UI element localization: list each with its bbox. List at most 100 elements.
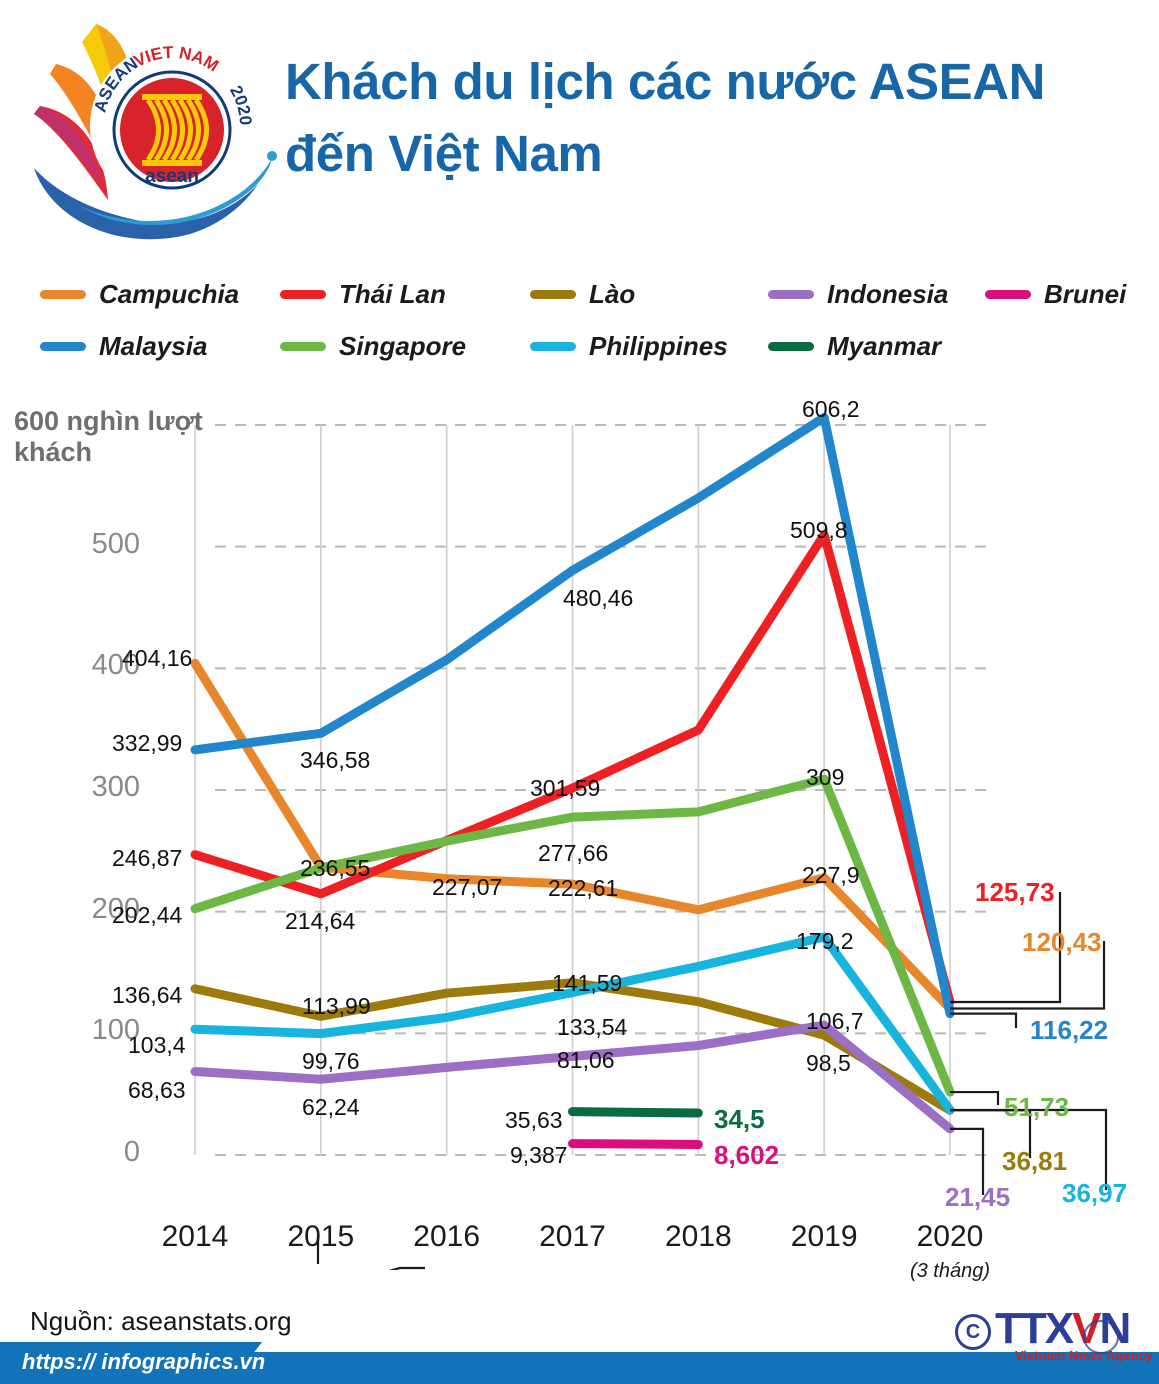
data-point-label-highlighted: 21,45 [945,1182,1011,1212]
data-point-label: 136,64 [112,982,183,1008]
data-point-label-highlighted: 8,602 [714,1140,780,1170]
legend-swatch-icon [40,289,86,299]
legend-item-philippines[interactable]: Philippines [530,324,728,368]
series-line-thái-lan[interactable] [190,530,955,1007]
series-line-philippines[interactable] [190,932,955,1115]
legend-label: Malaysia [99,330,208,361]
legend-swatch-icon [280,289,326,299]
data-point-label: 9,387 [510,1142,568,1168]
data-point-label-highlighted: 51,73 [1004,1092,1070,1122]
data-point-label: 309 [806,764,845,790]
data-point-label-highlighted: 125,73 [975,877,1055,907]
data-point-label: 236,55 [300,855,371,881]
callout-leader-line [950,1108,1108,1190]
data-point-label: 332,99 [112,730,183,756]
data-point-label: 179,2 [796,928,854,954]
series-line-brunei[interactable] [568,1139,703,1150]
data-point-label: 606,2 [802,396,860,422]
legend-item-singapore[interactable]: Singapore [280,324,466,368]
legend-item-myanmar[interactable]: Myanmar [768,324,941,368]
globe-icon [1083,1320,1119,1354]
legend-item-malaysia[interactable]: Malaysia [40,324,207,368]
data-point-label: 227,07 [432,874,503,900]
x-axis-label-2014: 2014 [161,1220,229,1253]
data-point-label: 202,44 [112,902,183,928]
legend-row: Malaysia Singapore Philippines Myanmar [30,324,1140,368]
legend-label: Indonesia [827,278,949,309]
legend-item-indonesia[interactable]: Indonesia [768,272,948,316]
data-point-label-highlighted: 36,81 [1002,1146,1068,1176]
callout-leader-line [950,941,1106,1010]
legend-row: Campuchia Thái Lan Lào Indonesia Brunei [30,272,1140,316]
legend-swatch-icon [768,289,814,299]
page-title: Khách du lịch các nước ASEAN đến Việt Na… [285,46,1135,191]
data-point-label: 98,5 [806,1050,851,1076]
site-url[interactable]: https:// infographics.vn [22,1349,266,1374]
y-axis-unit-label: 600 nghìn lượt khách [14,406,203,467]
data-point-label-highlighted: 36,97 [1062,1178,1128,1208]
data-point-label-highlighted: 120,43 [1022,927,1102,957]
data-point-label: 227,9 [802,862,860,888]
series-line-malaysia[interactable] [190,412,955,1019]
x-axis-label-2018: 2018 [664,1220,732,1253]
copyright-icon: C [955,1314,991,1350]
legend-label: Singapore [339,330,467,361]
legend-swatch-icon [768,341,814,351]
legend-item-lào[interactable]: Lào [530,272,635,316]
callout-leader-line [950,1127,985,1195]
data-point-label: 106,7 [806,1008,864,1034]
y-axis-tick-label: 300 [91,771,140,803]
x-axis-label-2017: 2017 [539,1220,606,1253]
legend-label: Philippines [589,330,728,361]
data-point-label: 62,24 [302,1094,360,1120]
legend-swatch-icon [530,289,576,299]
data-point-label: 133,54 [557,1014,628,1040]
source-note: Nguồn: aseanstats.org [30,1306,292,1336]
y-axis-tick-label: 400 [91,649,140,682]
line-chart [0,390,1159,1270]
y-axis-tick-label: 200 [91,892,140,925]
x-axis-sublabel-2020: (3 tháng) [909,1260,991,1282]
data-point-label: 509,8 [790,517,848,543]
data-point-label: 301,59 [530,775,601,801]
legend-label: Lào [589,278,636,309]
data-point-label: 346,58 [300,747,371,773]
legend-item-campuchia[interactable]: Campuchia [40,272,239,316]
legend-swatch-icon [530,341,576,351]
legend-label: Brunei [1044,278,1127,309]
x-axis-label-2020: 2020 [916,1220,984,1253]
series-line-lào[interactable] [190,978,955,1115]
data-point-label: 404,16 [122,645,193,671]
series-line-myanmar[interactable] [568,1107,703,1118]
data-point-label-highlighted: 34,5 [714,1104,765,1134]
y-axis-tick-label: 500 [91,527,140,560]
x-axis-label-2016: 2016 [413,1220,481,1253]
legend-label: Campuchia [99,278,240,309]
legend-swatch-icon [40,341,86,351]
agency-subtitle: Vietnam News Agency [1015,1348,1153,1363]
data-point-label: 113,99 [302,993,371,1019]
x-axis-label-2019: 2019 [790,1220,858,1253]
legend-item-thái-lan[interactable]: Thái Lan [280,272,446,316]
data-point-label: 35,63 [505,1107,563,1133]
callout-leader-line [950,1090,1000,1105]
data-point-label: 222,61 [548,875,619,901]
data-point-label: 141,59 [552,970,623,996]
ttxvn-logo: C TTXVN Vietnam News Agency [955,1300,1155,1363]
legend-label: Myanmar [827,330,942,361]
data-point-label-highlighted: 116,22 [1030,1015,1109,1045]
series-line-indonesia[interactable] [190,1020,955,1134]
series-line-singapore[interactable] [190,774,955,1097]
chart-legend: Campuchia Thái Lan Lào Indonesia Brunei Malay… [30,272,1140,370]
title-line-1: Khách du lịch các nước ASEAN [285,53,1046,110]
data-point-label: 480,46 [563,585,634,611]
footer-bar-notch [0,1342,230,1384]
chart-plot-svg [190,412,1108,1270]
legend-item-brunei[interactable]: Brunei [985,272,1126,316]
svg-text:asean: asean [145,166,199,187]
data-point-label: 214,64 [285,908,356,934]
callout-leader-line [950,1012,1018,1028]
header: ASEAN VIET NAM 2020 asean [0,0,1159,265]
y-axis-tick-label: 0 [123,1136,140,1168]
legend-swatch-icon [280,341,326,351]
